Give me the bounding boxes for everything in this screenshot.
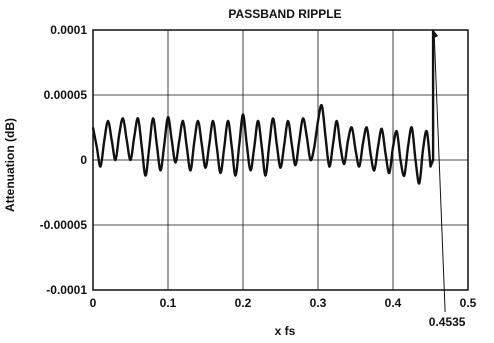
x-axis-label: x fs xyxy=(275,324,296,338)
y-tick-label: -0.0001 xyxy=(46,283,87,297)
x-tick-labels: 0 0.1 0.2 0.3 0.4 0.5 xyxy=(90,296,477,310)
x-tick-label: 0.3 xyxy=(310,296,327,310)
x-tick-label: 0.1 xyxy=(160,296,177,310)
plot-frame xyxy=(92,29,469,291)
x-tick-label: 0.2 xyxy=(235,296,252,310)
y-tick-label: 0.00005 xyxy=(44,88,88,102)
y-axis-label: Attenuation (dB) xyxy=(3,118,17,212)
chart-title: PASSBAND RIPPLE xyxy=(228,7,341,21)
annotation-arrow xyxy=(433,31,446,313)
x-tick-label: 0.4 xyxy=(385,296,402,310)
y-tick-labels: -0.0001 -0.00005 0 0.00005 0.0001 xyxy=(40,23,88,297)
x-tick-label: 0.5 xyxy=(460,296,477,310)
y-tick-label: 0 xyxy=(80,153,87,167)
grid xyxy=(93,30,468,290)
y-tick-label: -0.00005 xyxy=(40,218,88,232)
series-line xyxy=(91,30,435,185)
annotation-label: 0.4535 xyxy=(429,315,466,329)
annotation-arrowhead xyxy=(434,31,439,38)
y-tick-label: 0.0001 xyxy=(50,23,87,37)
x-tick-label: 0 xyxy=(90,296,97,310)
